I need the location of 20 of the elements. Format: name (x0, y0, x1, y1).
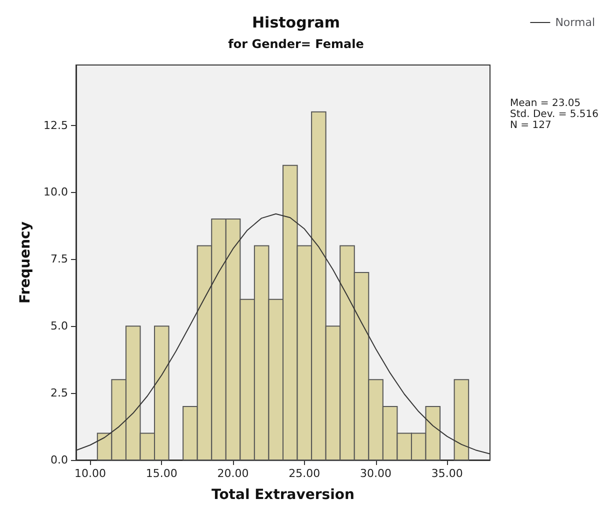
text: Std. Dev. = 5.516 (510, 109, 599, 120)
chart-subtitle: for Gender= Female (228, 37, 364, 51)
legend-label: Normal (555, 16, 596, 29)
y-tick-label: 7.5 (50, 252, 68, 266)
x-tick-label: 15.00 (146, 467, 178, 480)
text: Mean = 23.05 (510, 98, 581, 109)
text: N = 127 (510, 120, 552, 131)
x-tick-label: 35.00 (431, 467, 463, 480)
x-tick-label: 25.00 (288, 467, 320, 480)
y-tick-label: 2.5 (50, 386, 68, 400)
y-tick-label: 5.0 (50, 320, 68, 333)
x-axis-title: Total Extraversion (211, 487, 355, 503)
y-axis-title: Frequency (18, 222, 34, 304)
y-tick-label: 0.0 (50, 454, 68, 466)
x-tick-label: 20.00 (217, 467, 249, 480)
x-tick-label: 30.00 (360, 467, 392, 480)
chart-title: Histogram (252, 14, 340, 32)
y-tick-label: 12.5 (44, 118, 68, 132)
y-tick-label: 10.0 (44, 186, 68, 199)
x-tick-label: 10.00 (74, 467, 106, 480)
